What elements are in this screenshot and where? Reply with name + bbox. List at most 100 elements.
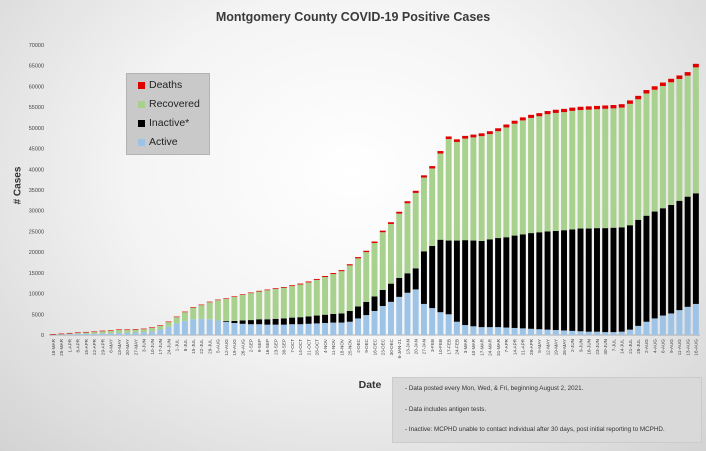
bar-active (635, 325, 642, 335)
x-tick-label: 11-AUG (677, 339, 682, 356)
x-tick-label: 30-DEC (389, 338, 394, 355)
y-tick-label: 35000 (29, 188, 44, 194)
bar-active (330, 322, 337, 335)
legend: Deaths Recovered Inactive* Active (126, 73, 210, 155)
legend-label-active: Active (149, 136, 178, 148)
bar-active (149, 331, 155, 335)
bar-inactive (618, 227, 625, 332)
bar-inactive (503, 237, 510, 328)
y-tick-label: 25000 (29, 229, 44, 235)
bar-recovered (594, 109, 600, 229)
x-tick-label: 21-APR (521, 338, 526, 355)
bar-active (107, 333, 114, 335)
bar-recovered (231, 296, 238, 321)
bar-active (124, 332, 131, 335)
bar-active (297, 324, 304, 335)
x-tick-label: 30-JUN (603, 339, 608, 355)
bar-active (272, 324, 279, 335)
bar-active (280, 324, 287, 335)
bar-deaths (379, 230, 386, 233)
bar-active (528, 328, 535, 335)
x-tick-label: 6-AUG (661, 339, 666, 353)
bar-active (338, 322, 345, 335)
x-tick-label: 27-MAY (133, 339, 138, 355)
bar-deaths (66, 332, 73, 334)
bar-deaths (544, 111, 551, 115)
bar-recovered (659, 86, 666, 209)
bar-deaths (429, 166, 436, 169)
x-tick-label: 23-SEP (273, 339, 278, 355)
x-tick-label: 4-NOV (323, 338, 328, 353)
bar-recovered (116, 330, 123, 333)
x-tick-label: 15-JUL (191, 339, 196, 354)
bar-inactive (338, 313, 345, 323)
bar-deaths (594, 105, 600, 110)
bar-recovered (519, 120, 526, 235)
x-tick-label: 5-MAY (537, 339, 542, 353)
x-tick-label: 17-FEB (446, 339, 451, 355)
bar-recovered (420, 177, 427, 252)
bar-inactive (676, 200, 683, 311)
bar-active (462, 325, 469, 335)
bar-recovered (585, 109, 592, 229)
x-tick-label: 2-DEC (356, 338, 361, 352)
bar-inactive (577, 228, 584, 332)
note-antigen-tests: - Data includes antigen tests. (405, 406, 487, 413)
bar-deaths (626, 100, 633, 104)
bar-deaths (420, 175, 427, 178)
bar-deaths (692, 63, 699, 68)
note-posting-schedule: - Data posted every Mon, Wed, & Fri, beg… (405, 385, 584, 392)
bar-inactive (223, 320, 230, 322)
x-tick-label: 14-OCT (298, 339, 303, 356)
bar-active (206, 319, 213, 335)
bar-deaths (577, 106, 584, 111)
x-tick-label: 19-MAY (554, 339, 559, 355)
x-tick-label: 7-APR (504, 338, 509, 352)
bar-active (643, 321, 650, 335)
bar-recovered (429, 168, 436, 246)
bar-active (602, 332, 609, 335)
bar-inactive (635, 219, 642, 326)
bar-recovered (58, 333, 65, 335)
x-tick-label: 13-MAY (117, 339, 122, 355)
x-tick-label: 31-MAR (496, 338, 501, 356)
y-tick-label: 5000 (32, 312, 44, 318)
y-tick-label: 0 (41, 333, 44, 339)
x-tick-label: 6-JAN-21 (397, 339, 402, 359)
bar-inactive (412, 268, 419, 290)
bar-active (379, 306, 386, 335)
bar-recovered (140, 329, 147, 333)
bar-active (429, 308, 436, 335)
bar-deaths (519, 117, 526, 121)
bar-deaths (684, 72, 691, 76)
bar-deaths (264, 289, 271, 291)
bar-deaths (256, 290, 263, 292)
bar-deaths (289, 285, 296, 287)
bar-inactive (355, 306, 361, 319)
bar-recovered (83, 332, 90, 334)
bar-active (371, 310, 378, 335)
bar-inactive (519, 234, 526, 329)
bar-deaths (247, 292, 254, 294)
bar-deaths (668, 78, 675, 83)
bar-recovered (536, 116, 543, 233)
bar-recovered (214, 300, 221, 321)
bar-deaths (107, 330, 114, 331)
x-tick-label: 3-JUN (142, 339, 147, 352)
x-tick-label: 13-AUG (685, 339, 690, 356)
bar-recovered (157, 325, 164, 330)
x-tick-label: 2-JUN (570, 339, 575, 352)
bar-recovered (495, 131, 502, 239)
bar-deaths (223, 298, 230, 299)
bar-active (511, 327, 518, 335)
bar-recovered (470, 137, 477, 241)
y-tick-label: 40000 (29, 167, 44, 173)
note-inactive-definition: - Inactive: MCPHD unable to contact indi… (405, 426, 665, 433)
bar-active (305, 323, 312, 335)
bar-recovered (404, 203, 411, 274)
bar-recovered (149, 327, 155, 332)
bar-recovered (330, 274, 337, 314)
bar-inactive (437, 239, 444, 313)
bar-active (437, 312, 444, 335)
bar-recovered (577, 110, 584, 229)
